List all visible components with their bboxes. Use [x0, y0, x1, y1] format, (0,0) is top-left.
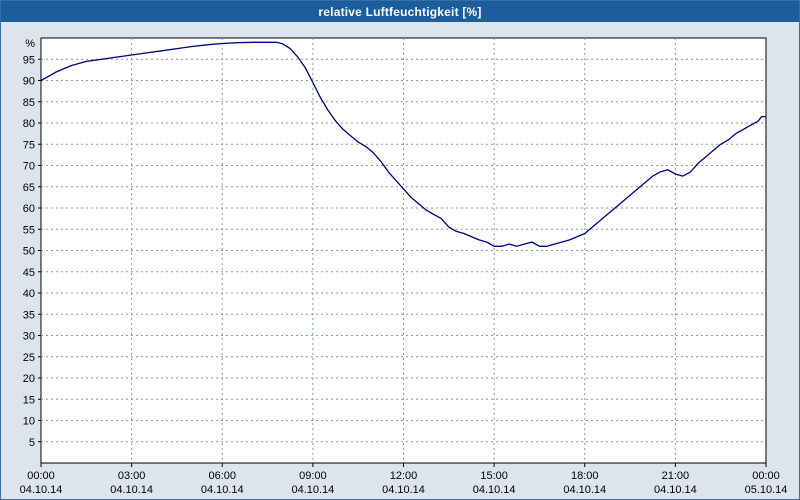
x-tick-time-label: 00:00	[27, 470, 55, 482]
chart-title: relative Luftfeuchtigkeit [%]	[318, 4, 482, 19]
y-tick-label: 5	[29, 437, 35, 449]
x-tick-date-label: 04.10.14	[291, 484, 334, 496]
y-tick-label: 85	[23, 97, 35, 109]
y-tick-label: 30	[23, 331, 35, 343]
y-tick-label: 75	[23, 139, 35, 151]
x-tick-date-label: 04.10.14	[20, 484, 63, 496]
y-axis-unit-label: %	[25, 38, 35, 50]
y-tick-label: 50	[23, 246, 35, 258]
x-tick-time-label: 03:00	[118, 470, 146, 482]
x-tick-date-label: 04.10.14	[473, 484, 516, 496]
y-tick-label: 60	[23, 203, 35, 215]
x-tick-date-label: 04.10.14	[110, 484, 153, 496]
y-tick-label: 40	[23, 288, 35, 300]
x-tick-date-label: 04.10.14	[563, 484, 606, 496]
x-tick-time-label: 00:00	[752, 470, 780, 482]
y-tick-label: 10	[23, 416, 35, 428]
y-tick-label: 90	[23, 76, 35, 88]
x-tick-time-label: 06:00	[208, 470, 236, 482]
y-tick-label: 20	[23, 373, 35, 385]
y-tick-label: 80	[23, 118, 35, 130]
x-tick-date-label: 04.10.14	[382, 484, 425, 496]
x-tick-time-label: 09:00	[299, 470, 327, 482]
x-tick-time-label: 18:00	[571, 470, 599, 482]
y-tick-label: 70	[23, 161, 35, 173]
y-tick-label: 25	[23, 352, 35, 364]
y-tick-label: 55	[23, 224, 35, 236]
title-bar: relative Luftfeuchtigkeit [%]	[1, 1, 799, 22]
x-tick-time-label: 15:00	[480, 470, 508, 482]
y-tick-label: 65	[23, 182, 35, 194]
y-tick-label: 95	[23, 54, 35, 66]
x-tick-date-label: 05.10.14	[745, 484, 788, 496]
y-tick-label: 45	[23, 267, 35, 279]
x-tick-time-label: 21:00	[662, 470, 690, 482]
humidity-line	[40, 41, 767, 247]
x-tick-date-label: 04.10.14	[201, 484, 244, 496]
y-tick-label: 35	[23, 309, 35, 321]
chart-canvas: 95 90 85 80 75 70 65 60 55 50 45 40 35 30 25 20 15 10 5% 00…	[20, 37, 788, 496]
y-tick-label: 15	[23, 394, 35, 406]
x-tick-time-label: 12:00	[390, 470, 418, 482]
x-tick-date-label: 04.10.14	[654, 484, 697, 496]
